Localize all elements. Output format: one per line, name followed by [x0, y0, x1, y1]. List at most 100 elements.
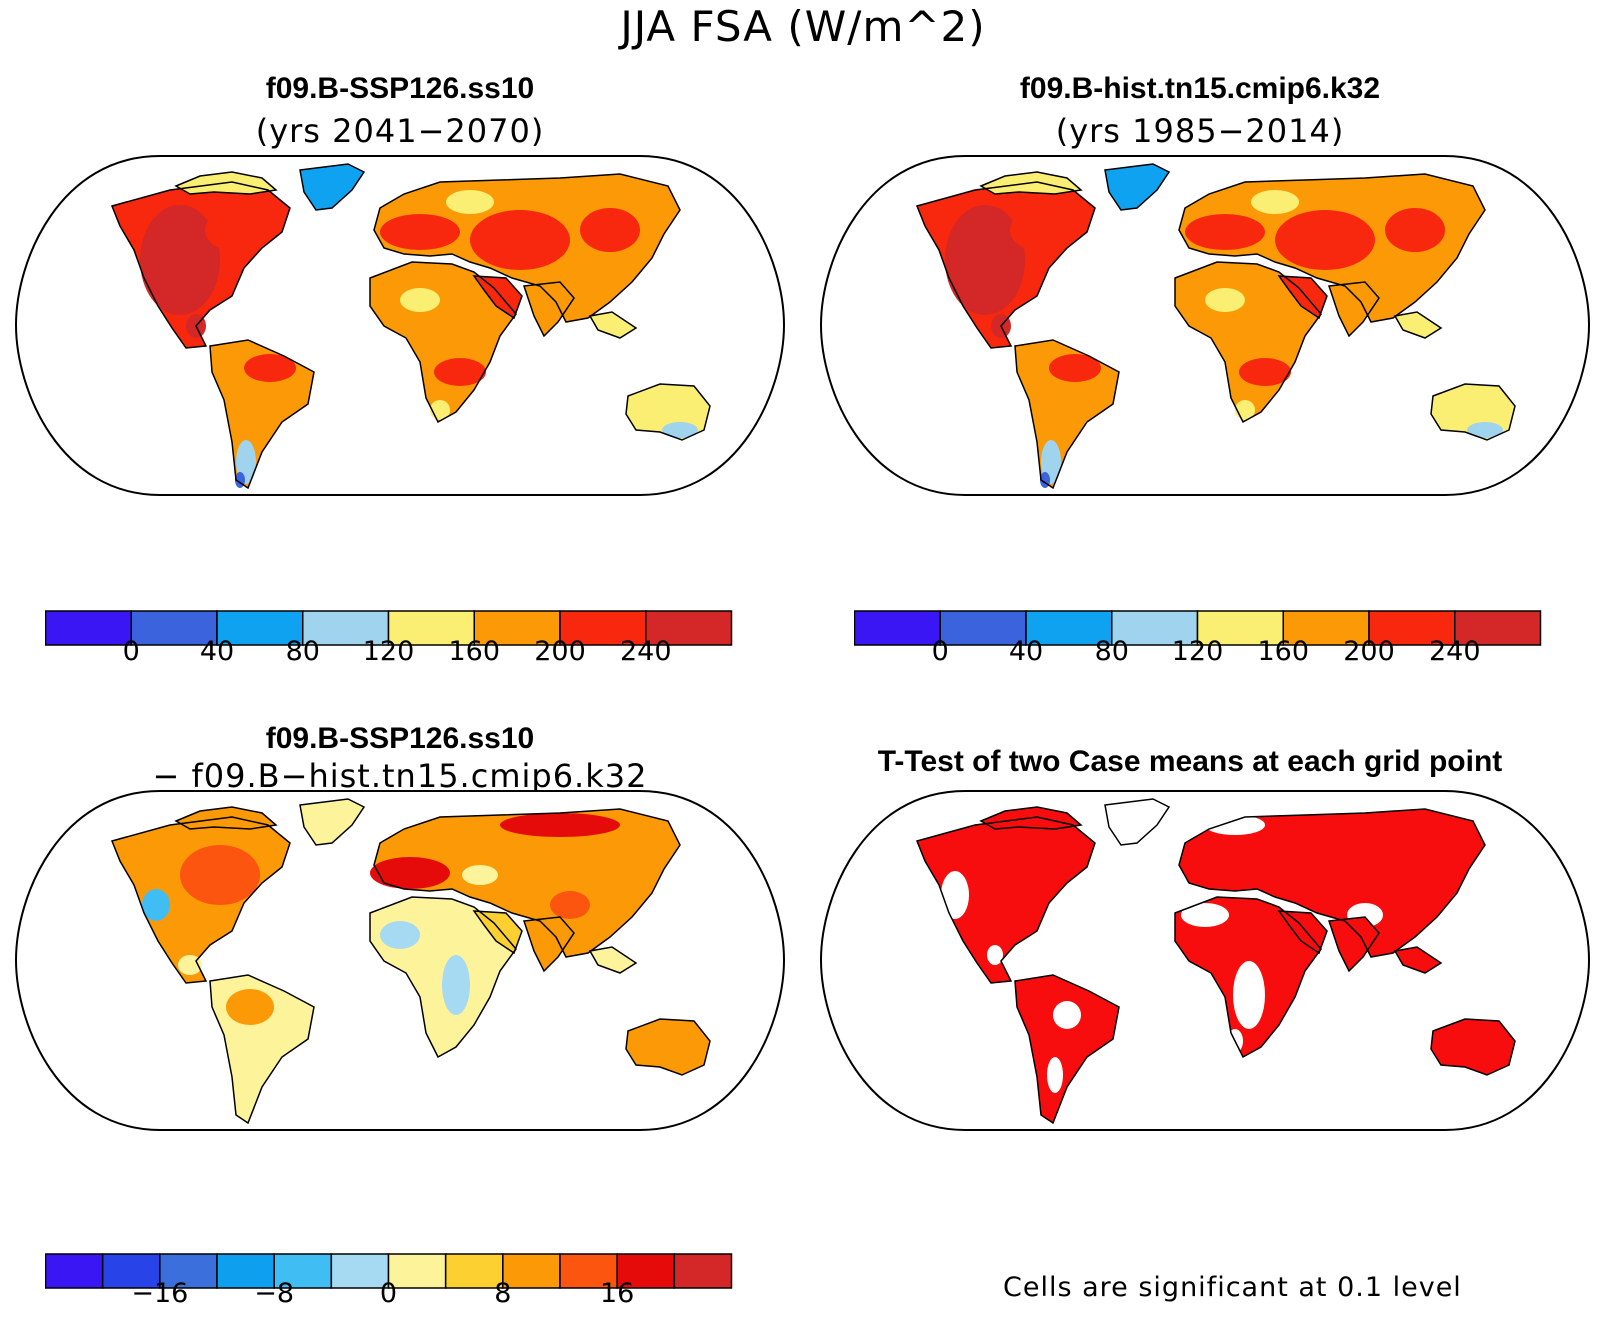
colorbar-tick-label: 40: [1008, 636, 1044, 667]
land-eurasia: [374, 809, 680, 957]
land-southeast-asia: [590, 312, 636, 338]
field-patch: [142, 889, 170, 921]
field-patch: [205, 210, 255, 250]
field-patch: [1181, 903, 1229, 927]
colorbar-swatch: [854, 610, 941, 646]
colorbar-swatch: [387, 1253, 447, 1289]
map-panel-bottom-right: [819, 790, 1591, 1181]
field-patch: [975, 1170, 1035, 1176]
field-patch: [500, 813, 620, 837]
map-frame: [14, 790, 786, 1131]
coast-australia: [1430, 1018, 1516, 1076]
coast-antarctica: [945, 1147, 1453, 1181]
panel-subtitle-bottom-left: − f09.B−hist.tn15.cmip6.k32: [152, 757, 648, 795]
coast-africa: [1174, 896, 1322, 1059]
field-patch: [434, 358, 486, 386]
land-india: [1329, 917, 1379, 971]
significance-note: Cells are significant at 0.1 level: [1003, 1272, 1462, 1303]
field-patch: [1185, 214, 1265, 250]
coast-arabia: [1277, 275, 1328, 320]
coast-north-america: [110, 816, 291, 984]
coast-arctic-islands: [979, 171, 1083, 195]
land-south-america: [1015, 975, 1119, 1123]
colorbar-tick-label: 16: [599, 1278, 635, 1309]
field-patch: [236, 1065, 252, 1105]
coast-southeast-asia: [588, 311, 638, 339]
field-patch: [662, 422, 698, 438]
coast-australia: [625, 1018, 711, 1076]
colorbar-tick-label: 200: [1343, 636, 1395, 667]
coast-eurasia: [373, 173, 681, 323]
coast-southeast-asia: [588, 946, 638, 974]
coast-south-america: [1014, 974, 1120, 1125]
land-southeast-asia: [590, 947, 636, 973]
panel-title-top-left: f09.B-SSP126.ss10: [265, 72, 535, 105]
coast-greenland: [1104, 163, 1171, 211]
field-patch: [226, 989, 274, 1025]
land-antarctica: [140, 512, 648, 546]
colorbar-tick-label: 240: [1428, 636, 1481, 667]
coast-india: [522, 916, 575, 973]
field-patch: [1467, 422, 1503, 438]
coast-africa: [369, 261, 517, 424]
coast-north-america: [915, 181, 1096, 349]
coast-south-america: [209, 339, 315, 490]
coast-eurasia: [373, 808, 681, 958]
colorbar-tick-label: 240: [619, 636, 672, 667]
colorbar-abs-right: [854, 610, 1542, 646]
field-patch: [370, 857, 450, 889]
colorbar-swatch: [330, 1253, 390, 1289]
colorbar-tick-label: 0: [931, 636, 949, 667]
colorbar-tick-label: 160: [1257, 636, 1310, 667]
field-patch: [400, 288, 440, 312]
colorbar-swatch: [673, 1253, 733, 1289]
field-patch: [1047, 1057, 1063, 1093]
field-patch: [580, 208, 640, 252]
coast-australia: [1430, 383, 1516, 441]
field-patch: [1010, 210, 1060, 250]
colorbar-diff: [45, 1253, 733, 1289]
coast-eurasia: [1178, 808, 1486, 958]
coast-north-america: [915, 816, 1096, 984]
coast-arctic-islands: [979, 806, 1083, 830]
land-southeast-asia: [1395, 312, 1441, 338]
panel-subtitle-top-left: (yrs 2041−2070): [255, 112, 545, 150]
coast-greenland: [299, 163, 366, 211]
land-australia: [1431, 1019, 1515, 1075]
panel-title-bottom-right: T-Test of two Case means at each grid po…: [877, 745, 1503, 778]
colorbar-swatch: [1111, 610, 1199, 646]
land-antarctica: [945, 512, 1453, 546]
coast-antarctica: [945, 512, 1453, 546]
coast-southeast-asia: [1393, 946, 1443, 974]
colorbar-tick-label: 40: [199, 636, 235, 667]
field-patch: [1233, 961, 1265, 1029]
panel-subtitle-top-right: (yrs 1985−2014): [1055, 112, 1345, 150]
land-greenland: [300, 164, 364, 210]
colorbar-swatch: [645, 610, 733, 646]
field-patch: [462, 865, 498, 885]
map-frame: [14, 155, 786, 496]
field-patch: [446, 190, 494, 214]
coast-north-america: [110, 181, 291, 349]
coast-south-america: [209, 974, 315, 1125]
figure-title: JJA FSA (W/m^2): [620, 2, 986, 51]
land-india: [524, 917, 574, 971]
land-greenland: [1105, 164, 1169, 210]
field-patch: [1205, 1170, 1325, 1176]
colorbar-swatch: [473, 610, 561, 646]
colorbar-tick-label: 120: [362, 636, 415, 667]
colorbar-swatch: [216, 610, 304, 646]
colorbar-swatch: [159, 1253, 218, 1289]
coast-antarctica: [140, 1147, 648, 1181]
map-panel-bottom-left: [14, 790, 786, 1181]
coast-africa: [369, 896, 517, 1059]
field-patch: [1251, 190, 1299, 214]
coast-arabia: [1277, 910, 1328, 955]
colorbar-swatch: [1368, 610, 1456, 646]
colorbar-tick-label: 0: [122, 636, 140, 667]
field-patch: [180, 845, 260, 905]
field-patch: [1385, 208, 1445, 252]
field-patch: [380, 214, 460, 250]
map-panel-top-left: [14, 155, 786, 546]
field-patch: [470, 210, 570, 270]
